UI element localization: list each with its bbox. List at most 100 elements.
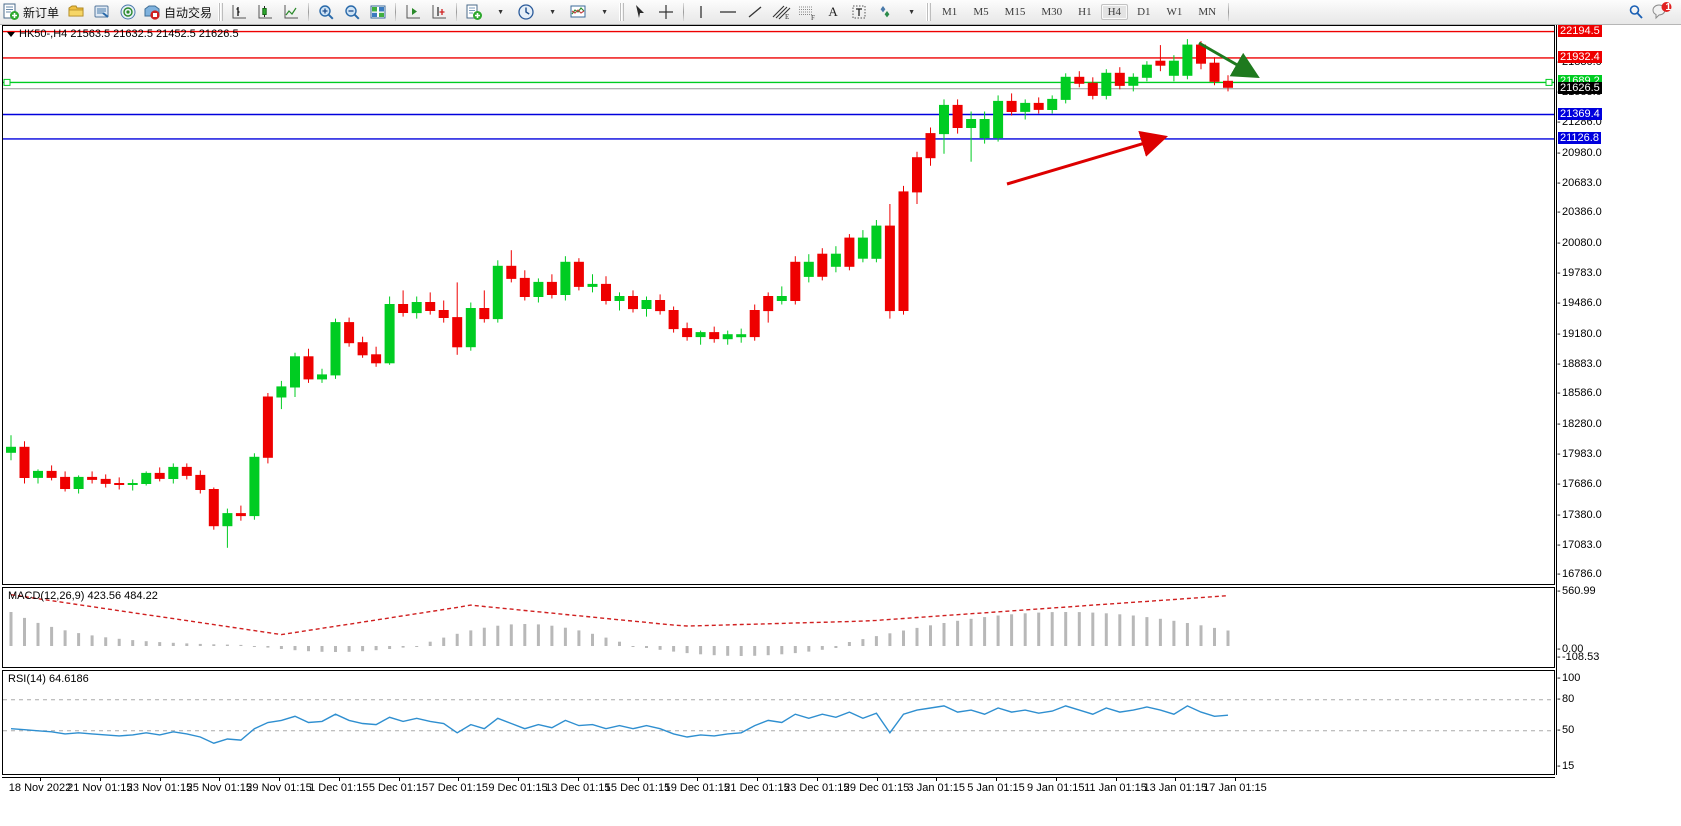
chevron-down-icon: ▼ <box>908 8 915 16</box>
templates-dropdown[interactable]: ▼ <box>487 1 513 23</box>
rsi-axis-tick: -50 <box>1557 723 1575 736</box>
time-tick: 23 Dec 01:15 <box>784 782 850 794</box>
candlestick-chart-button[interactable] <box>252 1 278 23</box>
timeframe-m30[interactable]: M30 <box>1041 6 1063 18</box>
rsi-label: RSI(14) 64.6186 <box>8 673 89 685</box>
time-tick: 13 Dec 01:15 <box>545 782 611 794</box>
shapes-button[interactable] <box>872 1 898 23</box>
price-tick: -17380.0 <box>1557 508 1602 521</box>
tick-dash: - <box>1557 418 1561 431</box>
chart-shift-button[interactable] <box>400 1 426 23</box>
timeframe-mn[interactable]: MN <box>1198 6 1217 18</box>
shapes-dropdown[interactable]: ▼ <box>898 1 924 23</box>
toolbar-grip-2[interactable] <box>619 3 625 21</box>
timeframe-m5[interactable]: M5 <box>973 6 989 18</box>
search-button[interactable] <box>1623 1 1649 23</box>
time-tick: 17 Jan 01:15 <box>1203 782 1267 794</box>
collapse-triangle-icon[interactable] <box>7 31 15 37</box>
text-button[interactable]: A <box>820 1 846 23</box>
signals-icon <box>120 4 136 20</box>
price-label-support-upper[interactable]: 21369.4 <box>1558 107 1602 120</box>
time-tick-mark <box>577 778 579 781</box>
timeframe-group: M1 M5 M15 M30 H1 H4 D1 W1 MN <box>934 4 1224 20</box>
crosshair-button[interactable] <box>653 1 679 23</box>
horizontal-line-button[interactable] <box>714 1 742 23</box>
line-chart-icon <box>284 5 299 19</box>
timeframe-m15[interactable]: M15 <box>1004 6 1026 18</box>
tick-dash: - <box>1557 568 1561 581</box>
notification-button[interactable]: 1 <box>1649 1 1675 23</box>
tile-windows-button[interactable] <box>365 1 391 23</box>
auto-trading-icon <box>144 5 160 20</box>
time-tick: 5 Dec 01:15 <box>368 782 429 794</box>
folder-button[interactable] <box>63 1 89 23</box>
templates-icon <box>466 4 483 20</box>
time-tick: 5 Jan 01:15 <box>967 782 1025 794</box>
rsi-pane[interactable]: RSI(14) 64.6186 <box>2 670 1555 775</box>
price-tick: -17686.0 <box>1557 477 1602 490</box>
vertical-line-button[interactable] <box>688 1 714 23</box>
time-axis[interactable]: 18 Nov 2022 21 Nov 01:15 23 Nov 01:15 25 No… <box>2 777 1555 800</box>
time-tick-mark <box>219 778 221 781</box>
templates-button[interactable] <box>461 1 487 23</box>
chart-shift-icon <box>406 5 421 19</box>
toolbar-grip-1[interactable] <box>218 3 224 21</box>
macd-pane-inner <box>3 588 1554 667</box>
notification-count: 1 <box>1665 2 1671 13</box>
price-label-resistance-lower[interactable]: 21932.4 <box>1558 50 1602 63</box>
rsi-axis: -100 -80 -50 -15 <box>1556 670 1679 775</box>
cursor-button[interactable] <box>627 1 653 23</box>
price-label-current-bid[interactable]: 21626.5 <box>1558 81 1602 94</box>
time-tick: 23 Nov 01:15 <box>126 782 193 794</box>
line-chart-button[interactable] <box>278 1 304 23</box>
bar-chart-icon <box>232 5 247 19</box>
terminal-button[interactable] <box>89 1 115 23</box>
period-button[interactable] <box>513 1 539 23</box>
price-tick: -18280.0 <box>1557 418 1602 431</box>
zoom-out-button[interactable] <box>339 1 365 23</box>
timeframe-m1[interactable]: M1 <box>942 6 958 18</box>
time-tick: 1 Dec 01:15 <box>309 782 369 794</box>
tick-dash: - <box>1557 237 1561 250</box>
price-axis[interactable]: -21880.0-21583.0-21286.0-20980.0-20683.0… <box>1556 24 1679 775</box>
timeframe-w1[interactable]: W1 <box>1166 6 1183 18</box>
chart-area[interactable]: HK50-,H4 21563.5 21632.5 21452.5 21626.5… <box>0 24 1681 826</box>
indicators-dropdown[interactable]: ▼ <box>591 1 617 23</box>
new-order-icon <box>3 3 19 20</box>
price-chart-svg <box>3 30 1554 548</box>
timeframe-h4[interactable]: H4 <box>1100 4 1129 20</box>
macd-pane[interactable]: MACD(12,26,9) 423.56 484.22 <box>2 587 1555 668</box>
toolbar-separator-5 <box>1228 3 1230 21</box>
auto-trading-button[interactable]: 自动交易 <box>141 1 216 23</box>
auto-scroll-button[interactable] <box>426 1 452 23</box>
period-dropdown[interactable]: ▼ <box>539 1 565 23</box>
bar-chart-button[interactable] <box>226 1 252 23</box>
auto-scroll-icon <box>432 5 447 19</box>
signals-button[interactable] <box>115 1 141 23</box>
toolbar-grip-3[interactable] <box>926 3 932 21</box>
rsi-pane-inner <box>3 671 1554 774</box>
time-tick-mark <box>637 778 639 781</box>
price-label-support-lower[interactable]: 21126.8 <box>1558 131 1601 144</box>
candlestick-chart-icon <box>258 5 273 19</box>
time-tick: 19 Dec 01:15 <box>664 782 731 794</box>
new-order-button[interactable]: 新订单 <box>0 1 63 23</box>
tick-dash: - <box>1557 448 1561 460</box>
indicators-button[interactable] <box>565 1 591 23</box>
trendline-button[interactable] <box>742 1 768 23</box>
price-tick: -20980.0 <box>1557 146 1602 159</box>
text-label-button[interactable] <box>846 1 872 23</box>
tick-dash: - <box>1557 538 1561 551</box>
macd-axis: -560.99 -0.00 --108.53 <box>1556 585 1679 670</box>
zoom-in-button[interactable] <box>313 1 339 23</box>
timeframe-h1[interactable]: H1 <box>1078 6 1092 18</box>
price-tick: -20080.0 <box>1557 237 1602 250</box>
price-pane[interactable]: HK50-,H4 21563.5 21632.5 21452.5 21626.5 <box>2 25 1555 585</box>
chevron-down-icon: ▼ <box>549 8 556 16</box>
timeframe-d1[interactable]: D1 <box>1137 6 1151 18</box>
equidistant-channel-button[interactable]: E <box>768 1 794 23</box>
price-label-resistance-upper[interactable]: 22194.5 <box>1558 24 1602 37</box>
fibonacci-button[interactable]: F <box>794 1 820 23</box>
crosshair-icon <box>659 5 674 19</box>
time-tick-mark <box>518 778 519 781</box>
